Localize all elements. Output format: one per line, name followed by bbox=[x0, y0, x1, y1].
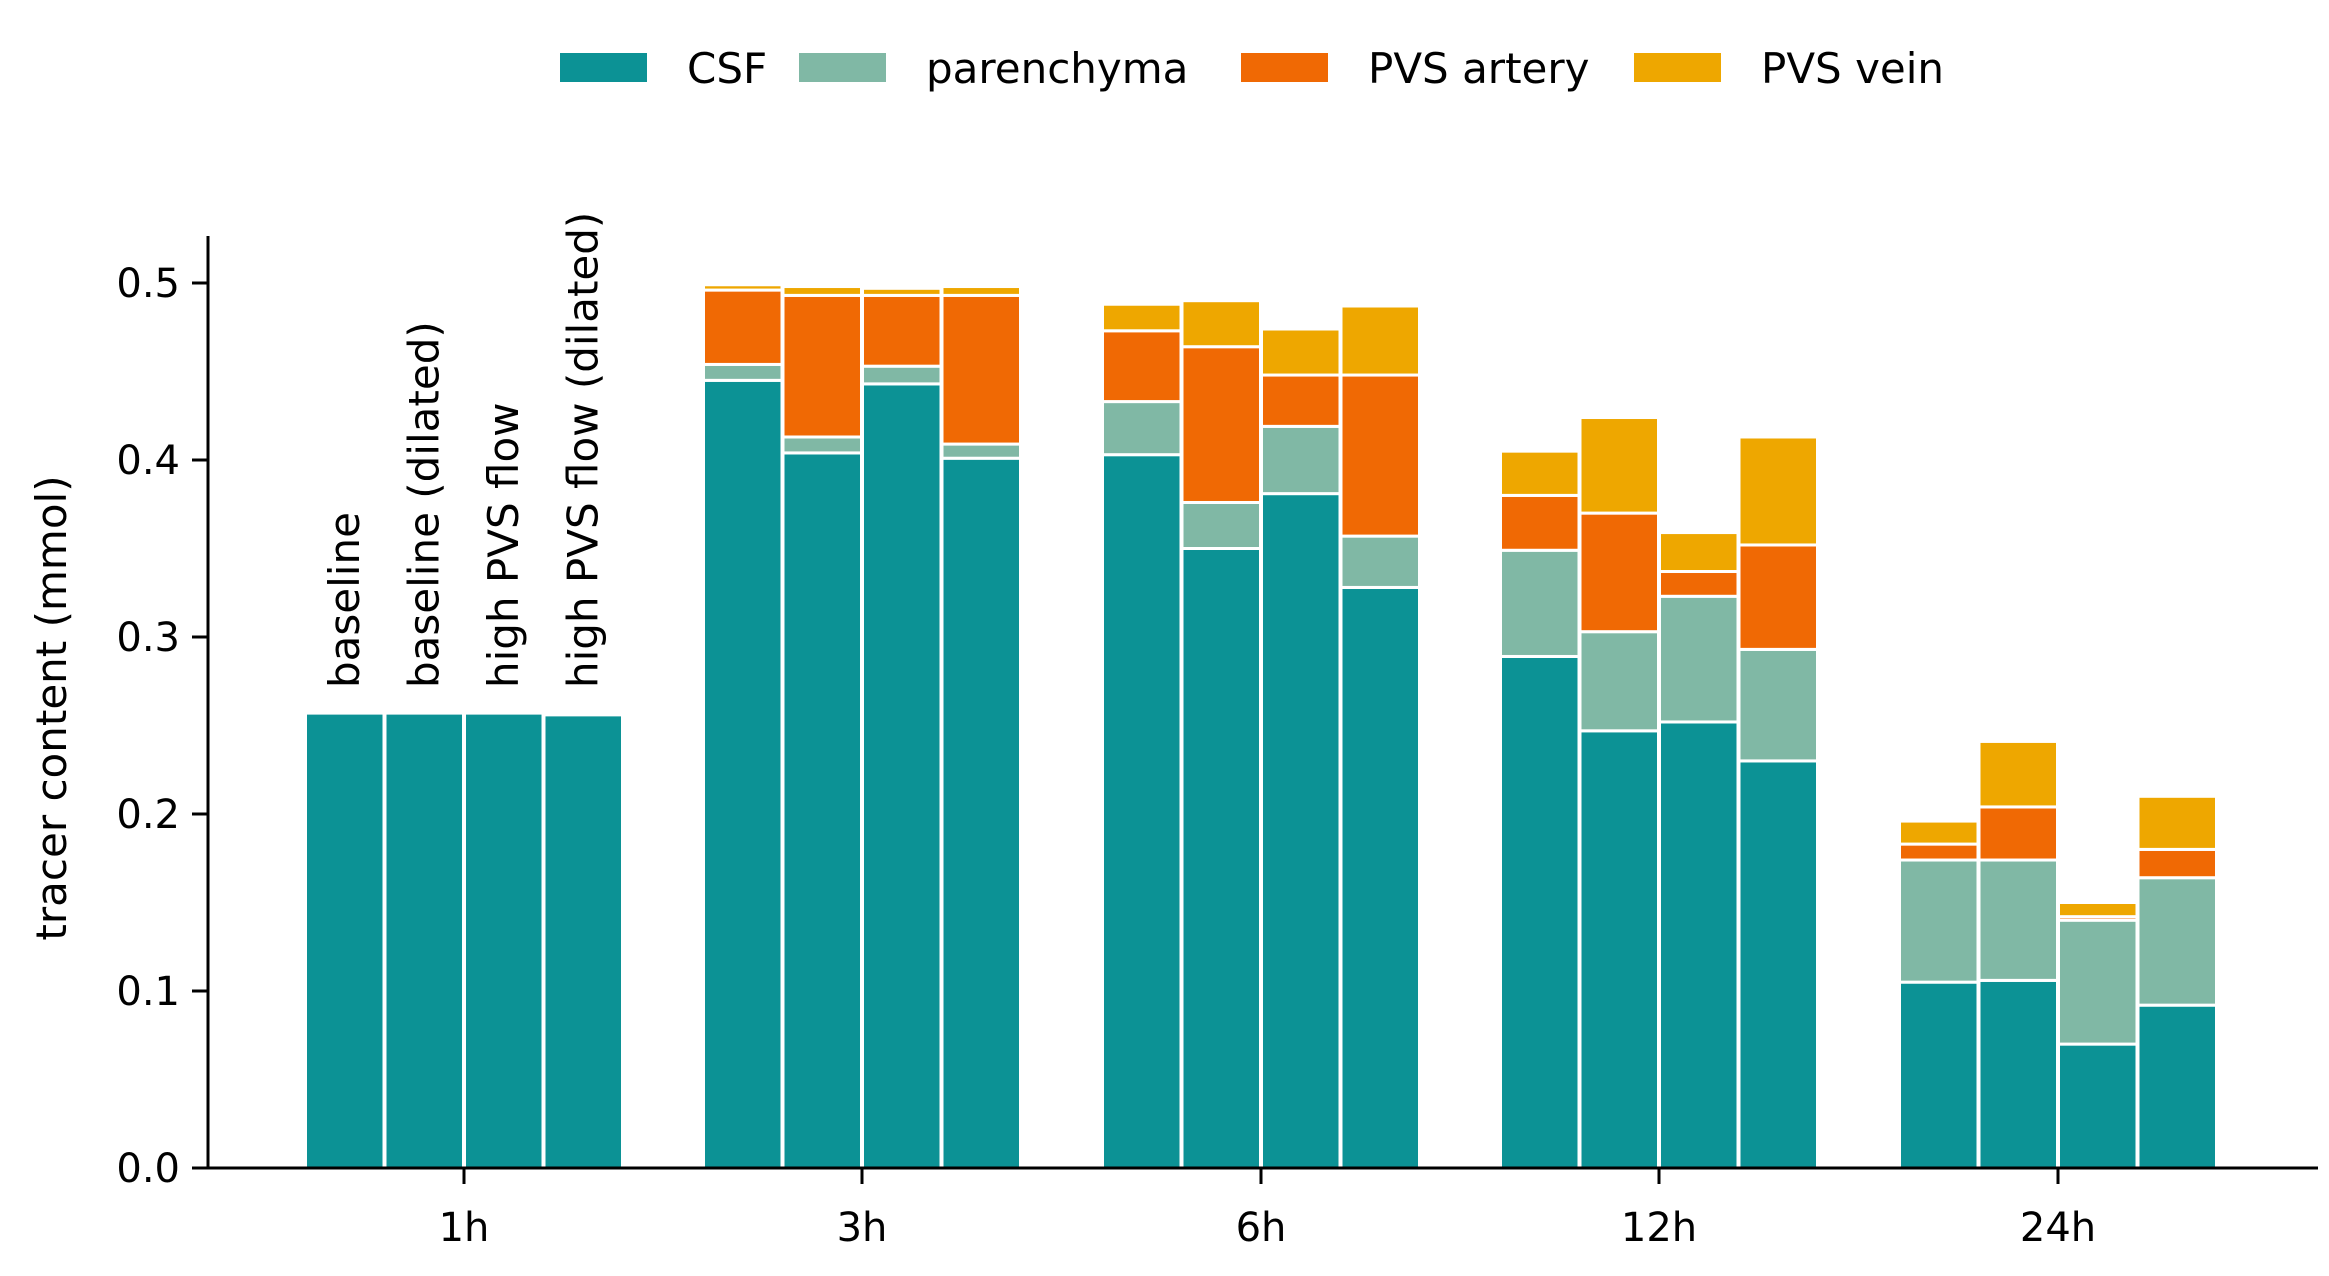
y-tick-label: 0.3 bbox=[116, 615, 180, 661]
x-tick-label: 3h bbox=[837, 1205, 888, 1251]
bar-segment-parenchyma bbox=[1737, 647, 1819, 763]
bar-segment-parenchyma bbox=[1339, 534, 1421, 589]
bar-segment-pvs-vein bbox=[1260, 327, 1342, 377]
y-tick-label: 0.2 bbox=[116, 792, 180, 838]
bar-segment-csf bbox=[304, 711, 386, 1170]
x-tick-label: 24h bbox=[2020, 1205, 2096, 1251]
scenario-label: high PVS flow (dilated) bbox=[558, 212, 607, 688]
bar-segment-pvs-vein bbox=[1737, 435, 1819, 547]
bar-segment-parenchyma bbox=[781, 435, 863, 455]
bar-segment-csf bbox=[861, 382, 943, 1170]
bar-segment-parenchyma bbox=[1101, 400, 1183, 457]
scenario-labels: baseline baseline (dilated) high PVS flow h… bbox=[320, 212, 608, 688]
bar-segment-csf bbox=[1737, 759, 1819, 1170]
bar-segment-csf bbox=[1180, 547, 1262, 1170]
bar-segment-pvs-vein bbox=[781, 285, 863, 297]
bar-segment-csf bbox=[1339, 585, 1421, 1170]
bar-segment-csf bbox=[2057, 1042, 2139, 1170]
legend-label: PVS vein bbox=[1761, 44, 1944, 93]
bar-segment-parenchyma bbox=[861, 364, 943, 386]
y-tick-label: 0.4 bbox=[116, 438, 180, 484]
bar-segment-pvs-vein bbox=[940, 285, 1022, 297]
bar-segment-pvs-artery bbox=[1977, 805, 2059, 862]
bar-segment-csf bbox=[1101, 453, 1183, 1170]
y-tick-label: 0.5 bbox=[116, 261, 180, 307]
bar-segment-pvs-artery bbox=[1578, 511, 1660, 634]
legend: CSF parenchyma PVS artery PVS vein bbox=[560, 44, 1944, 93]
bar-segment-pvs-vein bbox=[702, 283, 784, 292]
bar-segment-parenchyma bbox=[1977, 858, 2059, 982]
bar-segment-parenchyma bbox=[1578, 630, 1660, 733]
bar-segment-parenchyma bbox=[1499, 548, 1581, 658]
bar-segment-csf bbox=[542, 713, 624, 1170]
bar-segment-parenchyma bbox=[2057, 918, 2139, 1046]
bar-segment-pvs-vein bbox=[1578, 416, 1660, 515]
bar-segment-pvs-vein bbox=[2136, 794, 2218, 851]
bar-segment-csf bbox=[383, 711, 465, 1170]
bar-segment-csf bbox=[1658, 720, 1740, 1170]
bar-segment-csf bbox=[940, 456, 1022, 1170]
bar-segment-pvs-vein bbox=[1101, 302, 1183, 333]
legend-swatch bbox=[560, 53, 647, 82]
bar-segment-csf bbox=[1977, 978, 2059, 1170]
bar-segment-csf bbox=[1499, 654, 1581, 1170]
bar-segment-pvs-vein bbox=[1180, 299, 1262, 349]
x-tick-label: 6h bbox=[1236, 1205, 1287, 1251]
bar-segment-csf bbox=[463, 711, 545, 1170]
bar-segment-pvs-artery bbox=[1260, 373, 1342, 428]
bar-segment-parenchyma bbox=[1898, 858, 1980, 984]
y-tick-label: 0.0 bbox=[116, 1146, 180, 1192]
legend-label: CSF bbox=[687, 44, 767, 93]
y-ticks: 0.0 0.1 0.2 0.3 0.4 0.5 bbox=[116, 261, 208, 1192]
bar-segment-parenchyma bbox=[2136, 876, 2218, 1007]
legend-label: PVS artery bbox=[1368, 44, 1590, 93]
bar-segment-pvs-artery bbox=[1898, 842, 1980, 862]
bar-segment-csf bbox=[1260, 492, 1342, 1170]
bar-segment-csf bbox=[1578, 729, 1660, 1170]
bar-segment-pvs-artery bbox=[1101, 329, 1183, 404]
bar-segment-csf bbox=[781, 451, 863, 1170]
bar-segment-pvs-artery bbox=[2136, 847, 2218, 880]
bar-segment-csf bbox=[2136, 1003, 2218, 1170]
bars bbox=[304, 283, 2218, 1170]
x-tick-label: 12h bbox=[1621, 1205, 1697, 1251]
bar-segment-pvs-artery bbox=[1737, 543, 1819, 651]
scenario-label: high PVS flow bbox=[479, 403, 528, 689]
bar-segment-parenchyma bbox=[940, 442, 1022, 460]
bar-segment-pvs-vein bbox=[2057, 901, 2139, 919]
bar-segment-pvs-vein bbox=[1658, 531, 1740, 574]
bar-segment-pvs-vein bbox=[1339, 304, 1421, 377]
axes bbox=[206, 236, 2318, 1170]
legend-swatch bbox=[799, 53, 886, 82]
bar-segment-csf bbox=[702, 378, 784, 1170]
bar-segment-parenchyma bbox=[1260, 424, 1342, 496]
legend-label: parenchyma bbox=[926, 44, 1188, 93]
bar-segment-pvs-artery bbox=[1339, 373, 1421, 538]
x-ticks: 1h 3h 6h 12h 24h bbox=[439, 1168, 2096, 1251]
bar-segment-parenchyma bbox=[1180, 500, 1262, 551]
bar-segment-pvs-artery bbox=[1499, 493, 1581, 552]
legend-swatch bbox=[1241, 53, 1328, 82]
y-axis-title: tracer content (mmol) bbox=[27, 475, 76, 940]
bar-segment-pvs-artery bbox=[1658, 570, 1740, 598]
bar-segment-pvs-vein bbox=[1977, 739, 2059, 809]
scenario-label: baseline (dilated) bbox=[399, 321, 448, 688]
scenario-label: baseline bbox=[320, 512, 369, 688]
bar-segment-pvs-artery bbox=[940, 293, 1022, 446]
bar-segment-pvs-artery bbox=[1180, 345, 1262, 504]
bar-segment-parenchyma bbox=[702, 362, 784, 382]
x-tick-label: 1h bbox=[439, 1205, 490, 1251]
bar-segment-pvs-artery bbox=[702, 288, 784, 366]
bar-segment-parenchyma bbox=[1658, 594, 1740, 724]
legend-swatch bbox=[1634, 53, 1721, 82]
bar-segment-pvs-vein bbox=[861, 286, 943, 297]
bar-segment-pvs-vein bbox=[1499, 449, 1581, 497]
bar-segment-pvs-artery bbox=[781, 293, 863, 439]
bar-segment-pvs-vein bbox=[1898, 819, 1980, 846]
bar-segment-pvs-artery bbox=[861, 293, 943, 368]
y-tick-label: 0.1 bbox=[116, 969, 180, 1015]
bar-segment-csf bbox=[1898, 980, 1980, 1170]
